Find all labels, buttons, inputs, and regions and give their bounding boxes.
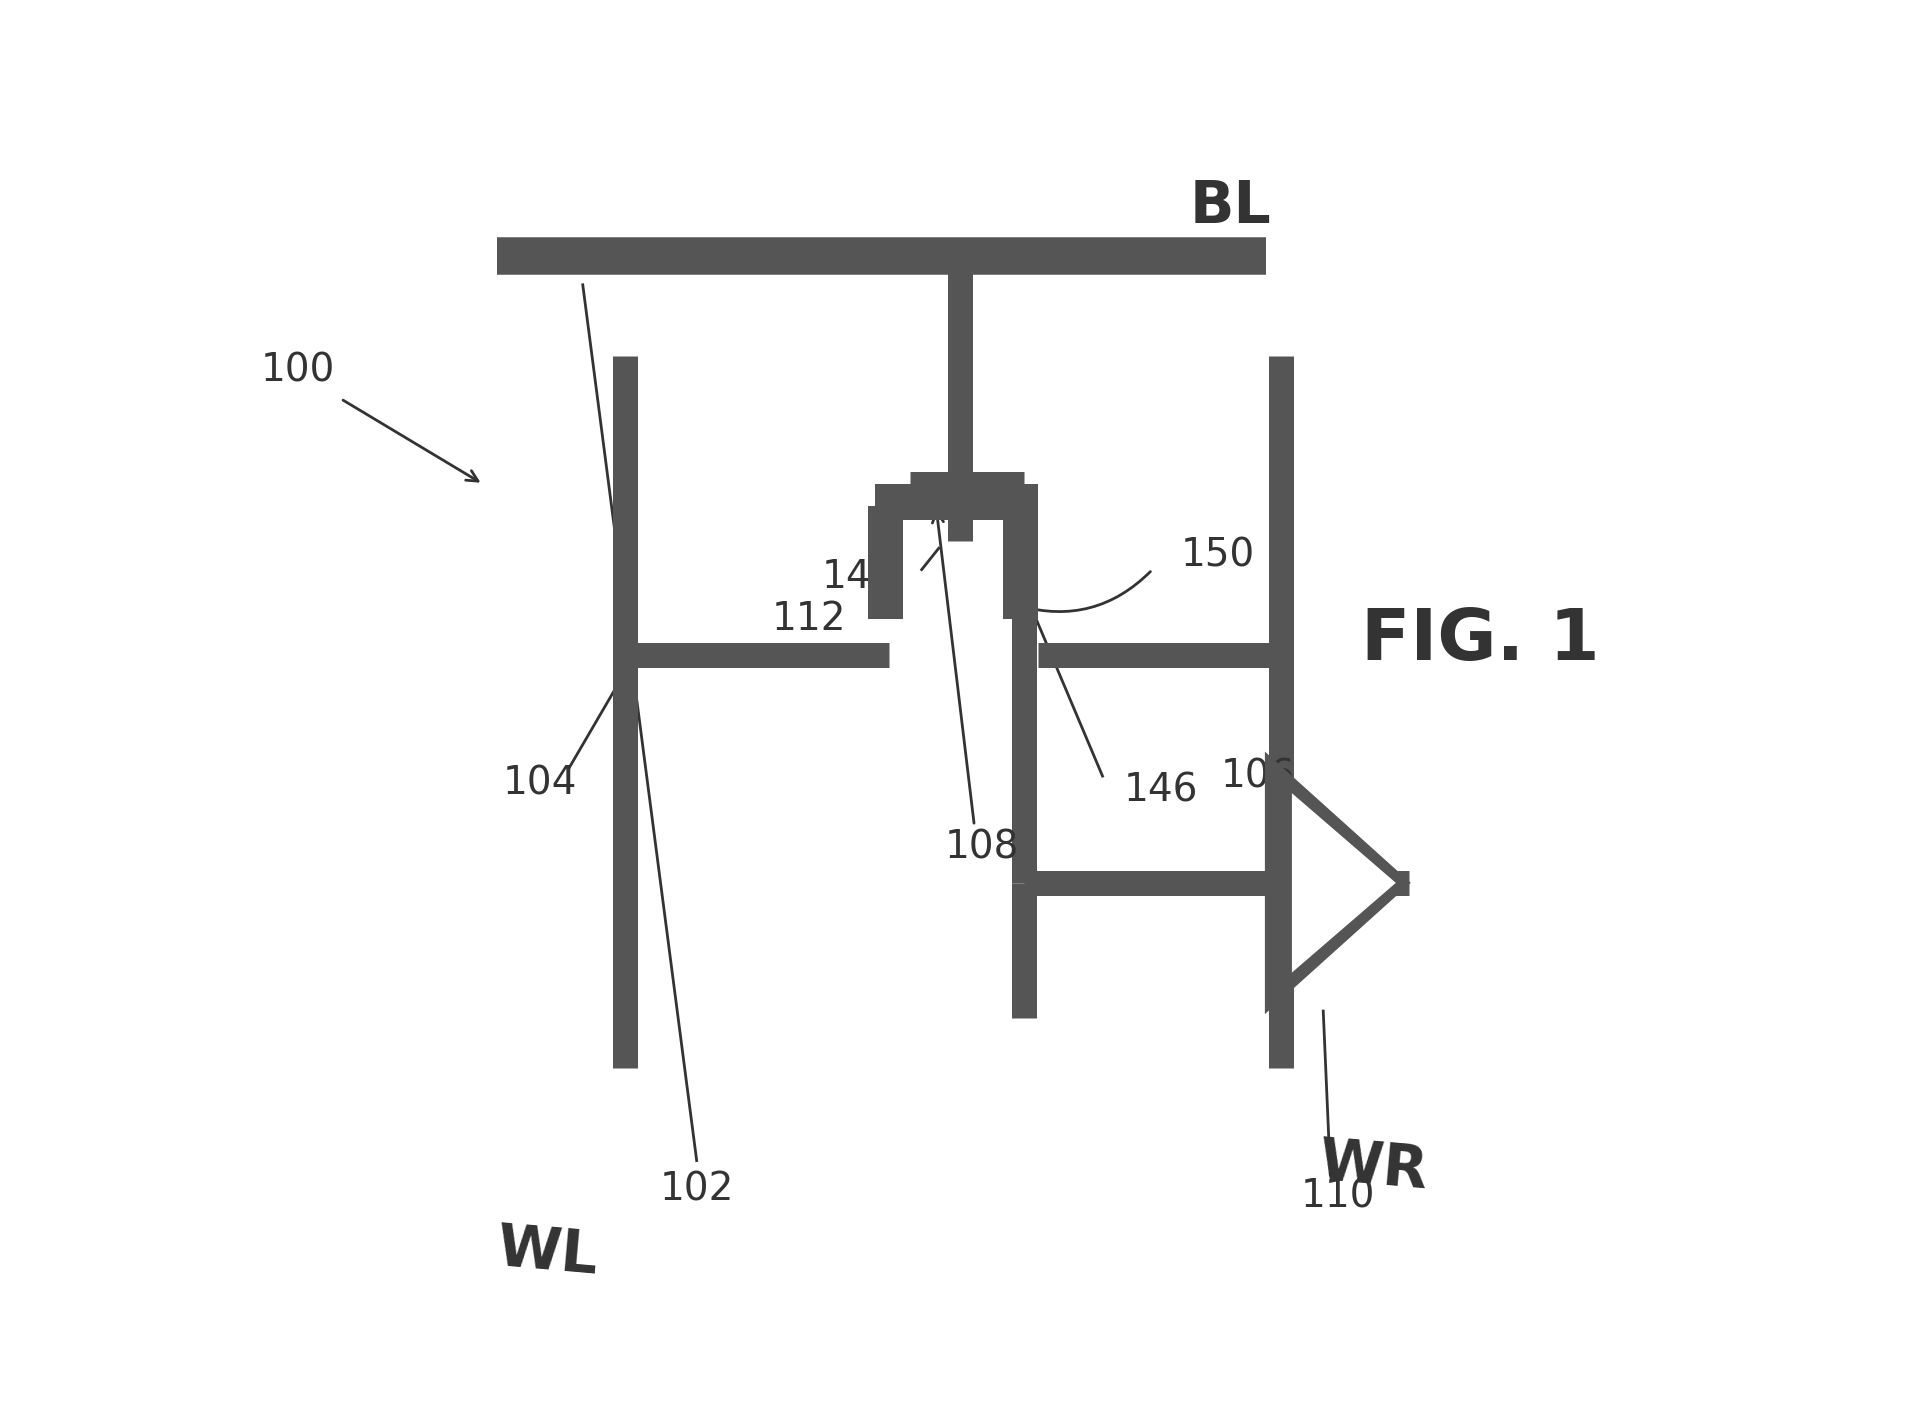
Text: WL: WL	[493, 1220, 600, 1286]
Bar	[874, 484, 1038, 520]
Text: 100: 100	[261, 352, 335, 389]
Text: 108: 108	[943, 829, 1017, 866]
Text: 112: 112	[772, 601, 846, 638]
Text: 102: 102	[659, 1171, 733, 1208]
Bar	[867, 506, 903, 619]
Polygon shape	[1292, 793, 1394, 973]
Text: 110: 110	[1299, 1178, 1374, 1215]
Text: FIG. 1: FIG. 1	[1360, 607, 1598, 675]
Text: WR: WR	[1316, 1135, 1429, 1200]
Polygon shape	[1265, 755, 1408, 1011]
Bar	[1002, 506, 1038, 619]
Text: BL: BL	[1189, 178, 1271, 235]
Text: 144: 144	[821, 558, 895, 595]
Text: 106: 106	[1219, 758, 1293, 795]
Text: 150: 150	[1181, 537, 1253, 574]
Text: 104: 104	[503, 765, 577, 802]
Text: 146: 146	[1124, 772, 1198, 809]
